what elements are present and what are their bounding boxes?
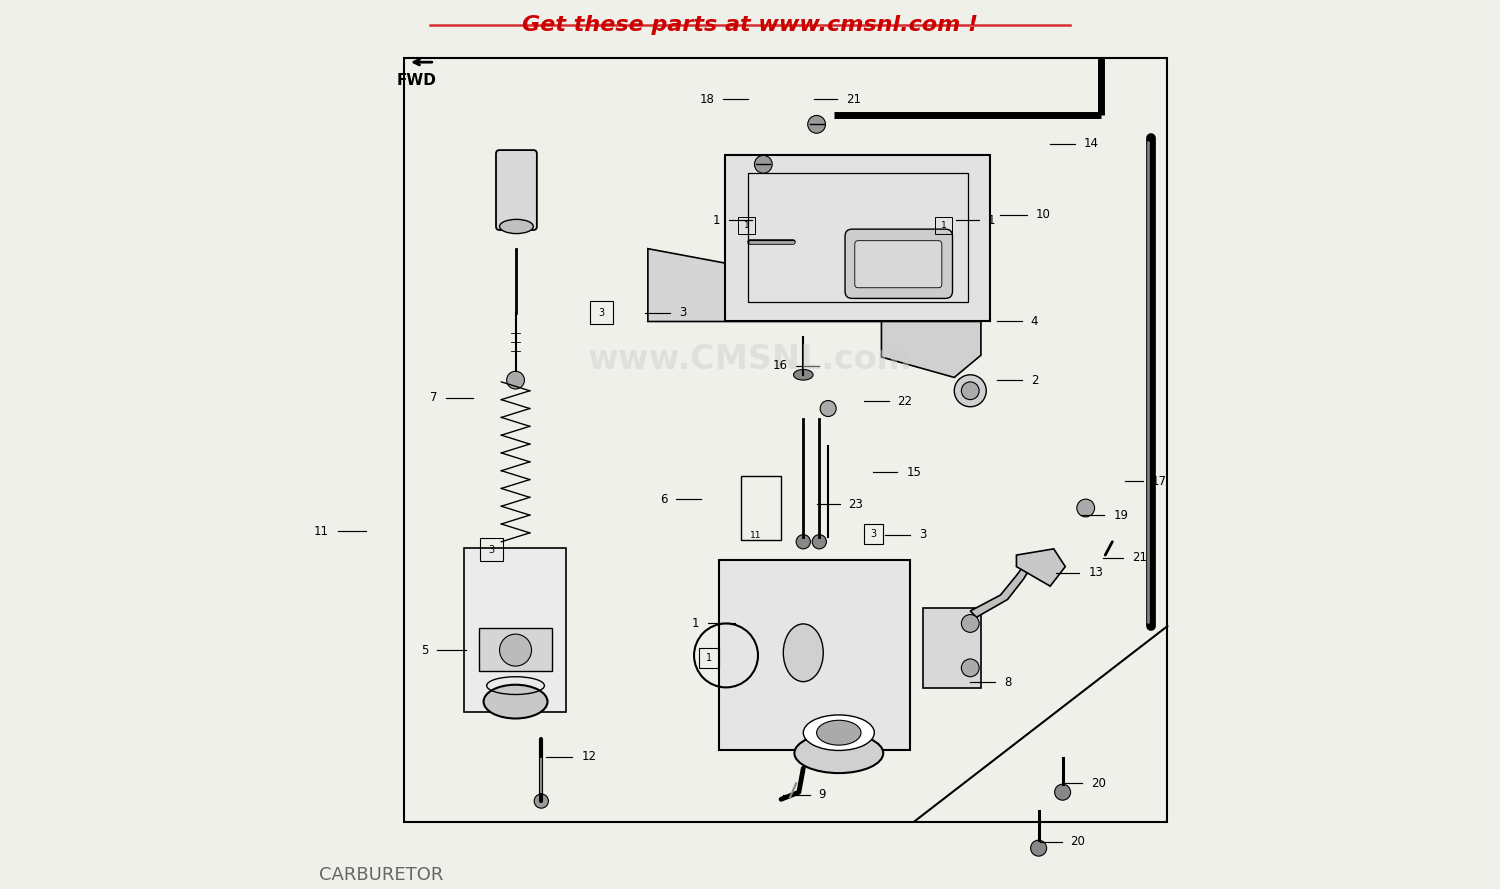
Bar: [478, 628, 552, 670]
Circle shape: [812, 534, 826, 549]
Text: CARBURETOR: CARBURETOR: [320, 866, 444, 884]
Circle shape: [500, 634, 531, 666]
Text: 20: 20: [1090, 777, 1106, 789]
Text: 12: 12: [582, 750, 597, 763]
Text: 13: 13: [1089, 566, 1102, 580]
Text: 1: 1: [706, 653, 712, 663]
Circle shape: [962, 659, 980, 677]
Circle shape: [807, 116, 825, 133]
Bar: [864, 524, 883, 543]
Text: 3: 3: [598, 308, 604, 317]
Text: 20: 20: [1071, 836, 1086, 848]
Text: 21: 21: [846, 93, 861, 106]
Text: 18: 18: [699, 93, 714, 106]
Text: 3: 3: [918, 528, 926, 541]
Ellipse shape: [783, 624, 824, 682]
Ellipse shape: [500, 220, 534, 234]
Text: 5: 5: [422, 644, 429, 657]
Text: 22: 22: [897, 395, 912, 408]
Text: 17: 17: [1152, 475, 1167, 488]
Polygon shape: [970, 557, 1034, 617]
Ellipse shape: [804, 715, 874, 750]
Text: 3: 3: [870, 529, 876, 539]
Text: 1: 1: [988, 213, 996, 227]
Text: 7: 7: [430, 391, 438, 404]
Bar: [699, 648, 718, 668]
Ellipse shape: [816, 720, 861, 745]
Circle shape: [821, 401, 836, 417]
Text: 10: 10: [1036, 208, 1052, 221]
Text: Get these parts at www.cmsnl.com !: Get these parts at www.cmsnl.com !: [522, 15, 978, 35]
Text: 11: 11: [314, 525, 328, 538]
FancyBboxPatch shape: [724, 155, 990, 322]
Bar: [590, 301, 613, 324]
FancyBboxPatch shape: [855, 241, 942, 288]
Text: 9: 9: [819, 789, 827, 801]
Text: 1: 1: [692, 617, 699, 630]
Bar: [464, 548, 566, 712]
Bar: [934, 217, 952, 235]
Polygon shape: [882, 322, 981, 378]
Text: 11: 11: [750, 531, 762, 541]
Circle shape: [954, 375, 986, 407]
Circle shape: [1054, 784, 1071, 800]
Text: 15: 15: [906, 466, 921, 479]
Text: 2: 2: [1030, 373, 1038, 387]
Circle shape: [534, 794, 549, 808]
Text: 1: 1: [744, 221, 750, 230]
Ellipse shape: [795, 733, 883, 773]
Polygon shape: [648, 249, 981, 322]
Text: 21: 21: [1132, 551, 1148, 565]
Text: www.CMSNL.com: www.CMSNL.com: [588, 343, 912, 376]
Circle shape: [507, 372, 525, 389]
Text: 8: 8: [1004, 676, 1011, 689]
FancyBboxPatch shape: [496, 150, 537, 230]
Circle shape: [1077, 499, 1095, 517]
Text: 1: 1: [940, 221, 946, 230]
Circle shape: [754, 156, 772, 173]
Circle shape: [796, 534, 810, 549]
Circle shape: [1030, 840, 1047, 856]
Bar: [738, 217, 756, 235]
Circle shape: [962, 382, 980, 400]
Circle shape: [962, 614, 980, 632]
Text: 3: 3: [489, 545, 495, 555]
Text: 14: 14: [1084, 138, 1100, 150]
Text: 4: 4: [1030, 315, 1038, 328]
FancyBboxPatch shape: [922, 608, 981, 688]
Text: 19: 19: [1113, 509, 1128, 522]
FancyBboxPatch shape: [718, 559, 910, 750]
Ellipse shape: [483, 685, 548, 718]
Text: FWD: FWD: [398, 73, 436, 88]
Text: 23: 23: [849, 498, 864, 511]
Text: 3: 3: [680, 306, 687, 319]
Bar: [480, 538, 502, 561]
Ellipse shape: [794, 370, 813, 380]
Text: 6: 6: [660, 493, 668, 506]
Text: 16: 16: [772, 359, 788, 372]
Polygon shape: [1017, 549, 1065, 586]
Bar: [404, 58, 1167, 821]
Text: 1: 1: [712, 213, 720, 227]
FancyBboxPatch shape: [844, 229, 952, 299]
